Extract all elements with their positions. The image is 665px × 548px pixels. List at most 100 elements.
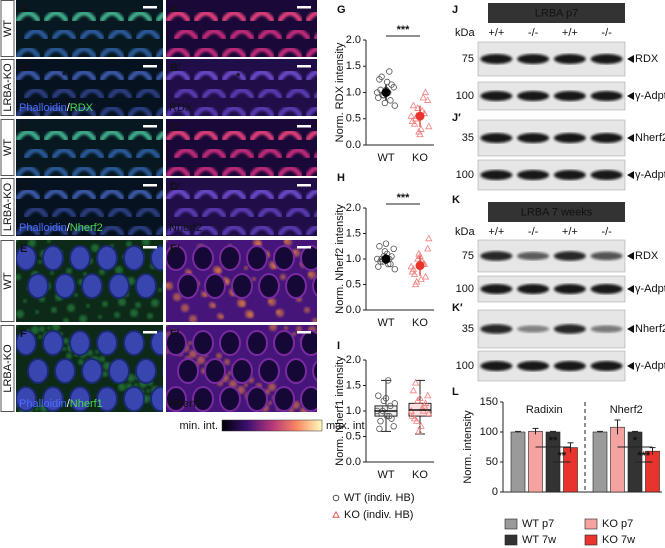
stain-label: Phalloidin/Nherf1 (19, 398, 103, 410)
data-point (376, 243, 383, 250)
data-point (376, 425, 383, 433)
texture (16, 310, 24, 318)
scale-bar (143, 184, 157, 187)
colorbar-max: max. int. (326, 420, 368, 432)
stain-part: Nherf1 (70, 398, 103, 410)
micrograph (166, 0, 317, 57)
x-tick-label: KO (412, 469, 428, 481)
y-tick-label: 0 (492, 486, 498, 498)
stereocilia (99, 46, 125, 57)
stain-part: Phalloidin (19, 222, 67, 234)
data-point (391, 266, 398, 273)
scale-bar (143, 246, 157, 249)
hair-cell (258, 273, 280, 299)
stereocilia (135, 87, 161, 100)
texture (38, 335, 42, 339)
texture (126, 241, 132, 247)
texture (189, 350, 197, 358)
stereocilia (127, 224, 153, 236)
hair-cell (312, 360, 317, 382)
panel-letter: D′ (170, 181, 181, 193)
panel-letter: K′ (452, 302, 463, 314)
stereocilia (193, 69, 219, 82)
panel-letter: H (337, 172, 345, 184)
stereocilia (166, 105, 191, 116)
texture (252, 277, 256, 281)
x-tick-label: KO (412, 317, 428, 329)
y-tick-label: 0.5 (346, 113, 361, 125)
data-point (390, 423, 397, 430)
stereocilia (155, 47, 163, 57)
row-label-box (0, 325, 15, 412)
arrowhead (627, 285, 634, 293)
row-label: WT (2, 20, 14, 37)
stereocilia (155, 70, 163, 82)
blot-header: LRBA p7 (535, 7, 578, 19)
stain-label: Phalloidin/Nherf2 (19, 222, 103, 234)
y-tick-label: 150 (480, 396, 498, 408)
target-label: γ-Adpt. (635, 360, 665, 372)
texture (284, 240, 288, 243)
blot-band (553, 361, 586, 371)
texture (31, 326, 39, 334)
texture (51, 307, 57, 313)
lane-label: -/- (601, 226, 612, 238)
data-point (421, 88, 430, 96)
stereocilia (71, 129, 97, 142)
stereocilia (127, 10, 153, 23)
blot-band (517, 251, 550, 261)
stereocilia (43, 69, 69, 82)
hair-cell (16, 330, 37, 356)
texture (229, 380, 237, 388)
hair-cell (96, 245, 118, 271)
arrowhead (627, 325, 634, 333)
data-point (425, 409, 433, 417)
data-point (424, 244, 432, 252)
hair-cell (312, 275, 317, 297)
stereocilia (51, 28, 77, 41)
texture (189, 315, 197, 322)
panel-letter: I (337, 340, 340, 352)
blot-band (590, 91, 623, 101)
stain-part: / (67, 398, 71, 410)
data-point (417, 125, 425, 132)
stereocilia (277, 165, 303, 176)
texture (115, 266, 123, 274)
size-label: 35 (462, 132, 474, 144)
stereocilia (43, 129, 69, 142)
blot-band (517, 54, 550, 64)
hair-cell (16, 245, 37, 271)
blot-band (553, 54, 586, 64)
panel-letter: A (20, 3, 28, 15)
texture (86, 304, 90, 308)
y-tick-label: 0.5 (346, 278, 361, 290)
micrograph (16, 119, 163, 176)
data-point (413, 277, 421, 285)
hair-cell (108, 273, 130, 299)
stereocilia (43, 10, 69, 23)
blot-band (517, 325, 550, 333)
data-point (377, 418, 384, 425)
texture (63, 338, 69, 344)
legend-label: WT 7w (522, 534, 556, 546)
legend-swatch (584, 518, 598, 530)
y-tick-label: 0.0 (346, 456, 361, 468)
texture (166, 325, 168, 327)
stereocilia (249, 10, 275, 23)
hair-cell (150, 245, 163, 271)
panel-letter: B′ (170, 62, 181, 74)
hair-cell (204, 273, 226, 299)
texture (38, 260, 42, 264)
x-tick-label: WT (377, 469, 394, 481)
hair-cell (246, 386, 268, 412)
panel-letter: G (337, 4, 346, 16)
mean-dot (381, 254, 391, 264)
target-label: RDX (635, 250, 659, 262)
y-tick-label: 1.5 (346, 379, 361, 391)
hair-cell (273, 386, 295, 412)
blot-band (480, 133, 513, 143)
mean-dot (415, 111, 425, 121)
stereocilia (201, 206, 227, 219)
stereocilia (201, 28, 227, 41)
data-point (416, 130, 424, 138)
